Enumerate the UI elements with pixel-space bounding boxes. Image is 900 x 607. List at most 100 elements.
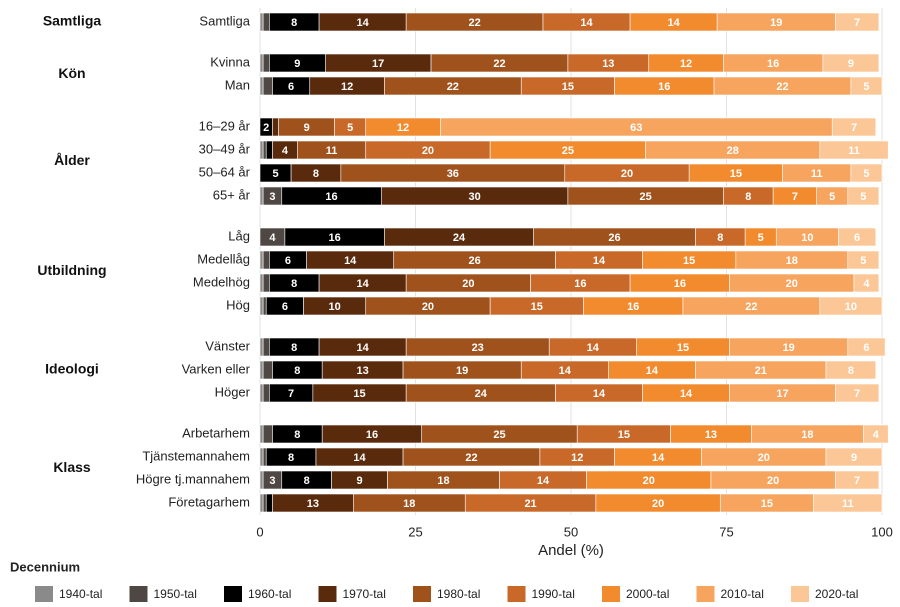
legend-swatch <box>413 586 431 602</box>
legend-swatch <box>602 586 620 602</box>
data-label: 8 <box>313 168 319 180</box>
data-label: 22 <box>776 81 788 93</box>
data-label: 11 <box>326 145 338 157</box>
data-label: 14 <box>344 255 357 267</box>
legend-swatch <box>224 586 242 602</box>
bar-segment <box>259 273 264 293</box>
data-label: 8 <box>717 232 723 244</box>
legend-label: 1960-tal <box>248 587 291 601</box>
bar-segment <box>825 447 883 467</box>
bar-segment <box>259 296 264 316</box>
category-label: Man <box>225 77 250 92</box>
bar-segment <box>863 424 889 444</box>
data-label: 14 <box>587 342 600 354</box>
data-label: 12 <box>397 122 409 134</box>
data-label: 11 <box>848 145 860 157</box>
data-label: 8 <box>291 342 297 354</box>
data-label: 14 <box>580 17 593 29</box>
bar-segment <box>259 383 264 403</box>
data-label: 24 <box>453 232 466 244</box>
data-label: 18 <box>403 498 415 510</box>
legend-title: Decennium <box>10 559 80 574</box>
data-label: 26 <box>608 232 620 244</box>
data-label: 25 <box>562 145 574 157</box>
legend-swatch <box>129 586 148 602</box>
bar-segment <box>262 53 270 73</box>
data-label: 8 <box>304 475 310 487</box>
bar-segment <box>259 140 264 160</box>
data-label: 8 <box>288 452 294 464</box>
x-axis-label: Andel (%) <box>538 542 604 559</box>
bar-segment <box>822 53 880 73</box>
category-label: Medellåg <box>197 251 250 266</box>
data-label: 25 <box>640 191 652 203</box>
legend-label: 2000-tal <box>626 587 669 601</box>
data-label: 5 <box>860 255 866 267</box>
data-label: 5 <box>347 122 353 134</box>
data-label: 22 <box>745 301 757 313</box>
data-label: 14 <box>593 255 606 267</box>
data-label: 5 <box>829 191 835 203</box>
bar-segment <box>259 53 264 73</box>
legend-swatch <box>791 586 809 602</box>
bar-segment <box>262 296 267 316</box>
category-label: 16–29 år <box>199 118 251 133</box>
data-label: 20 <box>786 278 798 290</box>
data-label: 9 <box>304 122 310 134</box>
category-label: Hög <box>226 297 250 312</box>
data-label: 21 <box>755 365 767 377</box>
data-label: 7 <box>288 388 294 400</box>
data-label: 13 <box>357 365 369 377</box>
category-label: Företagarhem <box>168 494 250 509</box>
data-label: 10 <box>845 301 857 313</box>
bar-segment <box>262 250 270 270</box>
data-label: 20 <box>767 475 779 487</box>
bar-segment <box>262 12 270 32</box>
bar-segment <box>819 296 883 316</box>
data-label: 19 <box>770 17 782 29</box>
group-label: Klass <box>53 459 91 475</box>
data-label: 15 <box>730 168 742 180</box>
bar-segment <box>847 186 880 206</box>
data-label: 26 <box>468 255 480 267</box>
category-label: 50–64 år <box>199 164 251 179</box>
category-label: Kvinna <box>210 54 251 69</box>
legend-label: 1970-tal <box>343 587 386 601</box>
data-label: 10 <box>329 301 341 313</box>
data-label: 15 <box>761 498 773 510</box>
bar-segment <box>835 383 880 403</box>
data-label: 20 <box>652 498 664 510</box>
data-label: 5 <box>758 232 764 244</box>
bar-segment <box>813 493 883 513</box>
category-label: Medelhög <box>193 274 250 289</box>
data-label: 5 <box>863 168 869 180</box>
data-label: 3 <box>269 475 275 487</box>
bar-segment <box>259 360 264 380</box>
data-label: 36 <box>447 168 459 180</box>
data-label: 30 <box>468 191 480 203</box>
bar-segment <box>853 273 880 293</box>
data-label: 11 <box>811 168 823 180</box>
data-label: 10 <box>801 232 813 244</box>
bar-segment <box>262 383 270 403</box>
data-label: 15 <box>683 255 695 267</box>
bar-segment <box>259 12 264 32</box>
data-label: 18 <box>437 475 449 487</box>
data-label: 7 <box>851 122 857 134</box>
group-label: Kön <box>58 65 85 81</box>
data-label: 17 <box>372 58 384 70</box>
bar-segment <box>262 273 270 293</box>
bar-segment <box>819 140 889 160</box>
legend-label: 1950-tal <box>154 587 197 601</box>
legend-label: 1990-tal <box>532 587 575 601</box>
data-label: 16 <box>366 429 378 441</box>
bar-segment <box>262 337 270 357</box>
data-label: 16 <box>767 58 779 70</box>
data-label: 12 <box>680 58 692 70</box>
data-label: 20 <box>621 168 633 180</box>
legend-swatch <box>507 586 526 602</box>
data-label: 14 <box>593 388 606 400</box>
data-label: 16 <box>329 232 341 244</box>
data-label: 7 <box>854 388 860 400</box>
